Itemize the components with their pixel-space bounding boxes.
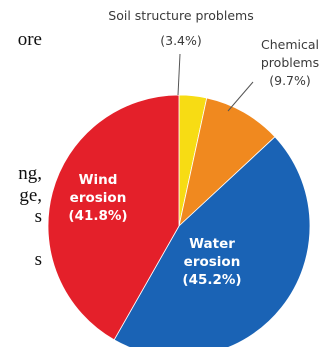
leader-line-soil-structure — [177, 53, 181, 96]
text-fragment: ge, — [19, 185, 42, 206]
label-wind-name-line1: Wind — [79, 172, 118, 188]
label-water-value: (45.2%) — [182, 272, 241, 288]
label-water-name-line2: erosion — [184, 254, 241, 270]
label-wind-value: (41.8%) — [68, 208, 127, 224]
pie-slice-chemical — [178, 97, 276, 228]
label-soil-structure-name: Soil structure problems — [108, 8, 253, 23]
leader-line-chemical — [227, 81, 254, 112]
pie-slice-wind-erosion — [47, 94, 180, 341]
pie-slice-water-erosion — [113, 136, 311, 347]
label-soil-structure-value: (3.4%) — [160, 33, 202, 48]
text-fragment: ng, — [18, 163, 42, 184]
label-water-name-line1: Water — [189, 236, 235, 252]
pie-slices — [47, 94, 311, 347]
leader-lines — [177, 53, 254, 112]
label-chemical-value: (9.7%) — [269, 73, 311, 88]
label-chemical-name-line2: problems — [261, 55, 319, 70]
text-fragment: s — [34, 206, 42, 227]
label-wind-name-line2: erosion — [70, 190, 127, 206]
text-fragment: ore — [17, 29, 42, 50]
label-chemical-name-line1: Chemical — [261, 37, 319, 52]
text-fragment: s — [34, 249, 42, 270]
